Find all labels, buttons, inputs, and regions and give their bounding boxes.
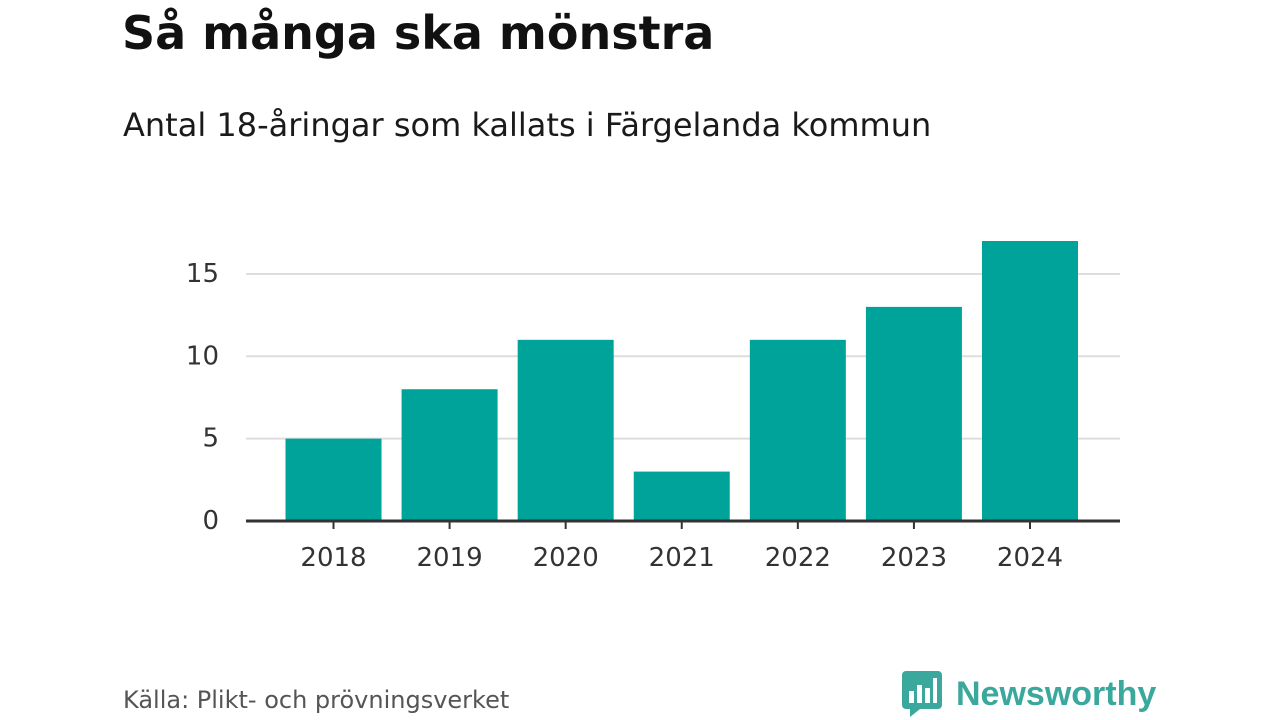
x-tick-label: 2024 bbox=[997, 543, 1063, 573]
bar-2023 bbox=[865, 306, 962, 521]
x-tick-label: 2020 bbox=[533, 543, 599, 573]
source-note: Källa: Plikt- och prövningsverket bbox=[123, 686, 510, 714]
bar-2022 bbox=[749, 339, 846, 521]
chart-subtitle: Antal 18-åringar som kallats i Färgeland… bbox=[123, 106, 932, 144]
y-tick-label: 15 bbox=[186, 259, 219, 289]
x-tick-label: 2019 bbox=[416, 543, 482, 573]
bar-2018 bbox=[285, 438, 382, 521]
x-tick-label: 2022 bbox=[765, 543, 831, 573]
bar-2020 bbox=[517, 339, 614, 521]
x-tick-label: 2018 bbox=[300, 543, 366, 573]
bar-2019 bbox=[401, 389, 498, 521]
newsworthy-logo-icon bbox=[902, 671, 942, 717]
y-tick-label: 10 bbox=[186, 341, 219, 371]
chart-title: Så många ska mönstra bbox=[122, 6, 715, 60]
newsworthy-logo: Newsworthy bbox=[902, 670, 1156, 718]
x-tick-label: 2023 bbox=[881, 543, 947, 573]
bar-2021 bbox=[633, 471, 730, 521]
bar-2024 bbox=[982, 241, 1078, 521]
y-tick-label: 5 bbox=[202, 424, 219, 454]
brand-name: Newsworthy bbox=[956, 674, 1157, 713]
x-tick-label: 2021 bbox=[649, 543, 715, 573]
y-tick-label: 0 bbox=[202, 506, 219, 536]
